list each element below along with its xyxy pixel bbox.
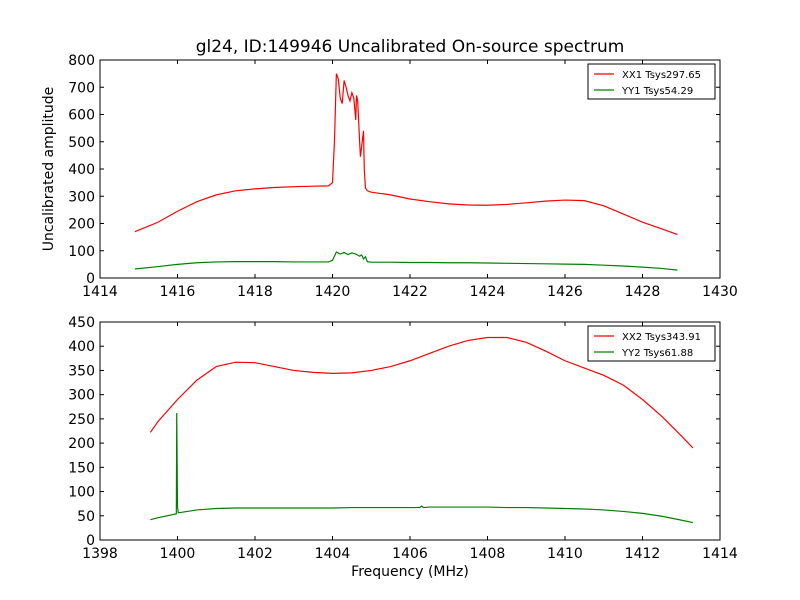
chart-2: 1398 1400 1402 1404 1406 1408 1410 1412 1414 0 50 1…	[68, 315, 738, 580]
legend-label: YY1 Tsys54.29	[621, 86, 693, 97]
x-tick-label: 1398	[82, 546, 118, 562]
legend-label: YY2 Tsys61.88	[621, 348, 693, 359]
x-tick-label: 1426	[547, 284, 583, 300]
legend-label: XX2 Tsys343.91	[622, 332, 701, 343]
x-tick-label: 1418	[237, 284, 273, 300]
legend: XX1 Tsys297.65 YY1 Tsys54.29	[587, 63, 716, 100]
y-tick-label: 350	[68, 363, 95, 379]
y-tick-label: 200	[68, 436, 95, 452]
x-tick-label: 1420	[315, 284, 351, 300]
series-line-2-2	[150, 413, 693, 524]
legend-label: XX1 Tsys297.65	[622, 70, 701, 81]
y-tick-label: 200	[68, 217, 95, 233]
y-tick-label: 450	[68, 315, 95, 331]
y-tick-label: 300	[68, 189, 95, 205]
y-tick-label: 800	[68, 53, 95, 69]
series-line-2-1	[149, 336, 694, 449]
y-tick-label: 250	[68, 412, 95, 428]
y-tick-label: 100	[68, 485, 95, 501]
y-tick-label: 700	[68, 80, 95, 96]
series-line-1-2	[134, 251, 678, 271]
x-tick-label: 1402	[237, 546, 273, 562]
y-tick-label: 0	[86, 271, 95, 287]
x-tick-label: 1400	[160, 546, 196, 562]
x-tick-label: 1410	[547, 546, 583, 562]
y-axis-label: Uncalibrated amplitude	[41, 87, 57, 252]
y-tick-label: 50	[77, 509, 95, 525]
y-tick-label: 400	[68, 339, 95, 355]
legend-box	[587, 63, 716, 100]
y-tick-label: 500	[68, 135, 95, 151]
chart-title: gl24, ID:149946 Uncalibrated On-source s…	[196, 37, 625, 57]
x-tick-label: 1422	[392, 284, 428, 300]
x-axis-label: Frequency (MHz)	[351, 564, 469, 580]
y-tick-label: 400	[68, 162, 95, 178]
chart-1: 1414 1416 1418 1420 1422 1424 1426 1428 1430 0 100…	[41, 37, 738, 300]
x-tick-label: 1414	[82, 284, 118, 300]
series-line-1-1	[134, 73, 678, 235]
x-tick-label: 1404	[315, 546, 351, 562]
x-tick-label: 1414	[702, 546, 738, 562]
y-tick-label: 100	[68, 244, 95, 260]
x-tick-label: 1408	[470, 546, 506, 562]
legend: XX2 Tsys343.91 YY2 Tsys61.88	[587, 325, 716, 362]
y-tick-label: 600	[68, 108, 95, 124]
x-tick-label: 1428	[625, 284, 661, 300]
y-tick-label: 0	[86, 533, 95, 549]
x-tick-label: 1430	[702, 284, 738, 300]
legend-box	[587, 325, 716, 362]
x-tick-label: 1424	[470, 284, 506, 300]
y-tick-label: 150	[68, 460, 95, 476]
y-tick-label: 300	[68, 388, 95, 404]
x-tick-label: 1412	[625, 546, 661, 562]
x-tick-label: 1416	[160, 284, 196, 300]
x-tick-label: 1406	[392, 546, 428, 562]
